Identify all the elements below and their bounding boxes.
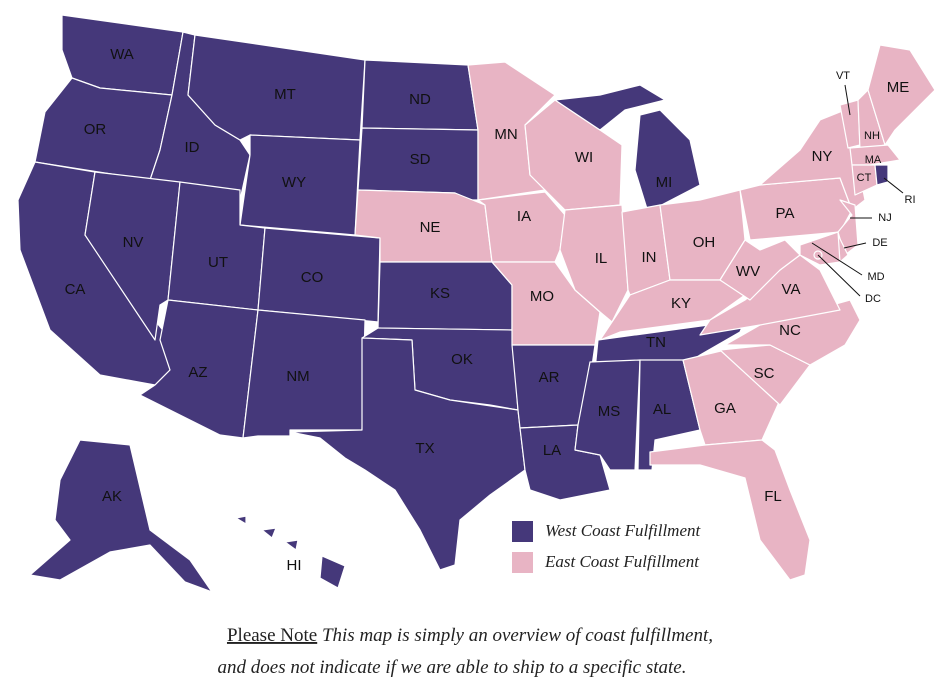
state-shape bbox=[239, 134, 361, 236]
leader-line bbox=[811, 242, 863, 276]
state-label: VT bbox=[836, 70, 850, 82]
state-label: DE bbox=[872, 237, 887, 249]
state-label: MN bbox=[494, 126, 517, 143]
state-shape bbox=[284, 539, 299, 551]
leader-line bbox=[843, 242, 867, 249]
state-label: MS bbox=[598, 403, 621, 420]
leader-line bbox=[844, 84, 851, 116]
state-label: AZ bbox=[188, 364, 207, 381]
state-label: SC bbox=[754, 365, 775, 382]
state-shape bbox=[261, 527, 277, 539]
state-label: OH bbox=[693, 234, 716, 251]
state-label: VA bbox=[782, 281, 801, 298]
leader-line bbox=[817, 254, 861, 297]
state-label: NV bbox=[123, 234, 144, 251]
state-label: IL bbox=[595, 250, 608, 267]
state-label: RI bbox=[905, 194, 916, 206]
state-label: TN bbox=[646, 334, 666, 351]
state-label: OK bbox=[451, 351, 473, 368]
note-line-1: Please Note This map is simply an overvi… bbox=[227, 625, 713, 646]
state-label: SD bbox=[410, 151, 431, 168]
state-label: TX bbox=[415, 440, 434, 457]
state-labels: WA OR CA ID NV MT WY UT AZ CO NM ND SD NE KS OK TX MN IA MO… bbox=[65, 46, 916, 574]
state-label: AK bbox=[102, 488, 122, 505]
state-label: ND bbox=[409, 91, 431, 108]
state-label: NJ bbox=[878, 212, 891, 224]
state-label: KY bbox=[671, 295, 691, 312]
state-label: MD bbox=[867, 271, 884, 283]
note-emphasis: Please Note bbox=[227, 625, 317, 646]
state-label: NE bbox=[420, 219, 441, 236]
state-shape bbox=[849, 144, 901, 166]
state-label: MT bbox=[274, 86, 296, 103]
state-label: KS bbox=[430, 285, 450, 302]
state-shape bbox=[491, 261, 601, 346]
leader-line bbox=[883, 177, 904, 194]
state-label: MI bbox=[656, 174, 673, 191]
state-label: GA bbox=[714, 400, 736, 417]
state-label: NM bbox=[286, 368, 309, 385]
state-label: NH bbox=[864, 130, 880, 142]
state-shape bbox=[289, 337, 526, 571]
legend-label: West Coast Fulfillment bbox=[545, 521, 701, 540]
state-shape bbox=[719, 239, 801, 301]
state-label: IA bbox=[517, 208, 531, 225]
state-label: OR bbox=[84, 121, 107, 138]
state-label: WY bbox=[282, 174, 306, 191]
state-shape bbox=[477, 191, 566, 263]
state-shape bbox=[554, 84, 666, 131]
legend-label: East Coast Fulfillment bbox=[544, 552, 700, 571]
state-label: IN bbox=[642, 249, 657, 266]
state-label: HI bbox=[287, 557, 302, 574]
state-shape bbox=[634, 109, 701, 213]
state-label: WV bbox=[736, 263, 760, 280]
state-label: AR bbox=[539, 369, 560, 386]
state-label: CT bbox=[857, 172, 872, 184]
legend: West Coast Fulfillment East Coast Fulfill… bbox=[512, 521, 701, 573]
us-map bbox=[17, 14, 936, 593]
state-label: MO bbox=[530, 288, 554, 305]
state-label: ME bbox=[887, 79, 910, 96]
state-label: DC bbox=[865, 293, 881, 305]
state-label: LA bbox=[543, 442, 561, 459]
state-label: CO bbox=[301, 269, 324, 286]
legend-swatch bbox=[512, 521, 533, 542]
state-label: NC bbox=[779, 322, 801, 339]
state-label: WA bbox=[110, 46, 134, 63]
note-text: This map is simply an overview of coast … bbox=[322, 625, 713, 646]
state-label: CA bbox=[65, 281, 86, 298]
state-label: ID bbox=[185, 139, 200, 156]
state-shape bbox=[874, 164, 889, 186]
state-shape bbox=[319, 555, 346, 589]
state-label: WI bbox=[575, 149, 593, 166]
state-shape bbox=[649, 439, 811, 581]
state-label: PA bbox=[776, 205, 795, 222]
state-label: MA bbox=[865, 154, 882, 166]
state-shape bbox=[739, 177, 853, 241]
state-shape bbox=[29, 439, 213, 593]
state-label: FL bbox=[764, 488, 782, 505]
state-shape bbox=[235, 515, 247, 525]
note-line-2: and does not indicate if we are able to … bbox=[218, 657, 687, 678]
state-label: UT bbox=[208, 254, 228, 271]
state-label: NY bbox=[812, 148, 833, 165]
legend-swatch bbox=[512, 552, 533, 573]
state-label: AL bbox=[653, 401, 671, 418]
